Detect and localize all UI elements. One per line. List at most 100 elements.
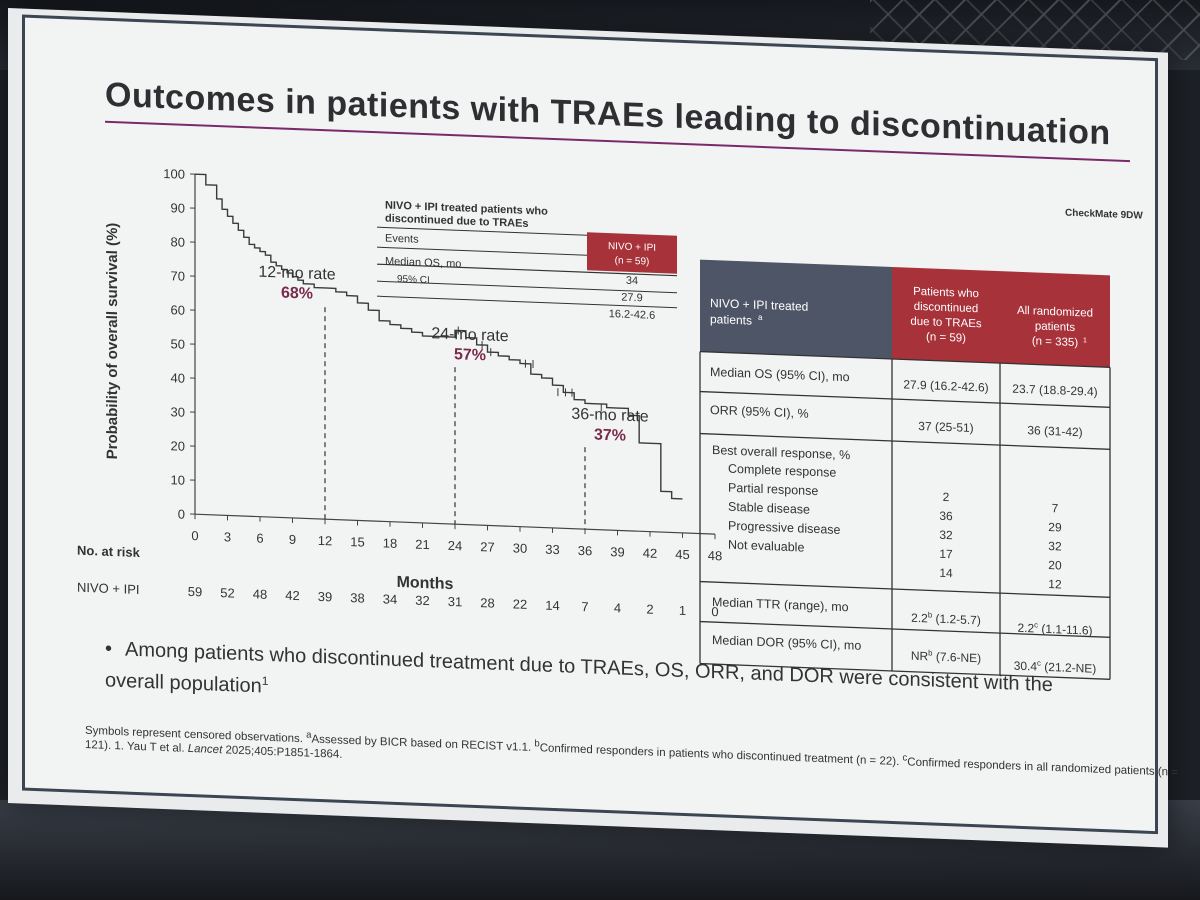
inset-row-label: Events (385, 232, 419, 245)
row-divider (700, 580, 1110, 598)
bullet-dot: • (105, 637, 113, 660)
main-cell: 27.9 (16.2-42.6) (903, 377, 988, 394)
at-risk-value: 52 (220, 585, 234, 601)
footnotes: Symbols represent censored observations.… (85, 720, 1185, 794)
main-row-sublabel: Complete response (728, 462, 836, 480)
y-tick-label: 0 (178, 507, 185, 522)
main-row-label: ORR (95% CI), % (710, 403, 809, 421)
at-risk-value: 59 (188, 584, 202, 600)
main-row-sublabel: Stable disease (728, 500, 810, 517)
inset-col-header-line1: NIVO + IPI (608, 241, 656, 254)
row-divider (700, 350, 1110, 368)
main-cell: 36 (939, 509, 953, 524)
at-risk-value: 7 (581, 599, 588, 614)
main-col1-header-bg (892, 266, 1000, 364)
at-risk-value: 31 (448, 594, 462, 610)
main-cell: 29 (1048, 520, 1062, 535)
km-rate-lines (324, 307, 586, 530)
main-corner-sup: a (758, 313, 763, 322)
x-tick-label: 48 (708, 548, 722, 564)
main-col2-header-sup: 1 (1083, 337, 1087, 344)
main-row-label: Median DOR (95% CI), mo (712, 633, 861, 653)
x-tick-label: 0 (191, 528, 198, 543)
at-risk-value: 2 (646, 602, 653, 617)
row-divider (700, 620, 1110, 638)
y-axis-label: Probability of overall survival (%) (104, 222, 121, 459)
at-risk-value: 22 (513, 596, 527, 612)
x-tick-label: 39 (610, 544, 624, 560)
at-risk-title: No. at risk (77, 543, 141, 560)
main-corner-line1: NIVO + IPI treated (710, 296, 808, 314)
x-tick-label: 27 (480, 539, 494, 555)
y-tick-label: 30 (171, 404, 185, 420)
x-tick-label: 9 (289, 532, 296, 547)
x-axis-label: Months (397, 574, 454, 593)
inset-col-header-line2: (n = 59) (615, 255, 650, 267)
main-cell: 17 (939, 547, 953, 562)
x-tick-label: 36 (578, 543, 592, 559)
footnote-journal: Lancet (187, 742, 223, 757)
row-divider (700, 432, 1110, 450)
main-cell: 2.2c (1.1-11.6) (1017, 620, 1092, 638)
main-cell: 32 (1048, 539, 1062, 554)
main-cell: 37 (25-51) (918, 419, 973, 435)
x-tick-label: 6 (256, 531, 263, 546)
main-cell: 2.2b (1.2-5.7) (911, 610, 981, 628)
inset-table: NIVO + IPI treated patients who disconti… (377, 199, 677, 322)
rate-label: 12-mo rate (258, 264, 335, 284)
inset-row-value: 16.2-42.6 (609, 308, 655, 322)
main-cell: 30.4c (21.2-NE) (1014, 658, 1097, 676)
main-col2-header-line: (n = 335) (1032, 335, 1079, 349)
main-cell: 12 (1048, 577, 1062, 592)
main-cell: 20 (1048, 558, 1062, 573)
main-row-label: Median TTR (range), mo (712, 595, 849, 614)
inset-row-value: 34 (626, 275, 638, 287)
y-tick-label: 20 (171, 438, 185, 454)
main-cell: 14 (939, 566, 953, 581)
y-tick-label: 70 (171, 268, 185, 284)
main-cell: 32 (939, 528, 953, 543)
rate-label: 36-mo rate (571, 406, 648, 426)
at-risk-value: 1 (679, 603, 686, 618)
at-risk-value: 39 (318, 589, 332, 605)
y-tick-label: 80 (171, 234, 185, 250)
main-col2-header-line: patients (1035, 320, 1076, 334)
main-col1-header-line: (n = 59) (926, 331, 966, 345)
main-col1-header-line: Patients who (913, 286, 979, 301)
x-tick-label: 12 (318, 533, 332, 549)
x-tick-label: 15 (350, 534, 364, 550)
at-risk-value: 32 (415, 593, 429, 609)
rate-value: 37% (594, 427, 626, 445)
main-corner-line2: patients (710, 312, 752, 328)
inset-row-label: 95% CI (397, 274, 430, 286)
at-risk-value: 4 (614, 600, 621, 615)
main-cell: 7 (1052, 501, 1059, 515)
at-risk-group: NIVO + IPI (77, 580, 139, 597)
at-risk-value: 14 (545, 598, 559, 614)
x-tick-label: 21 (415, 537, 429, 553)
rate-value: 57% (454, 346, 486, 364)
km-survival-curve (195, 173, 683, 500)
x-tick-label: 30 (513, 540, 527, 556)
main-table: NIVO + IPI treated patients a Patients w… (699, 259, 1111, 680)
key-takeaway-ref: 1 (261, 673, 269, 689)
rate-label: 24-mo rate (431, 325, 508, 345)
x-tick-label: 3 (224, 529, 231, 544)
row-divider (700, 662, 1110, 680)
at-risk-values: 59 52 48 42 39 38 34 32 31 28 22 14 7 4 2 1 0 (188, 584, 719, 619)
at-risk-value: 48 (253, 586, 267, 602)
main-cell: 23.7 (18.8-29.4) (1012, 382, 1097, 399)
row-divider (700, 390, 1110, 408)
x-tick-label: 45 (675, 547, 689, 563)
at-risk-value: 38 (350, 590, 364, 606)
y-tick-label: 10 (171, 472, 185, 488)
km-censor-marks (457, 326, 602, 412)
x-tick-label: 42 (643, 545, 657, 561)
x-tick-label: 18 (383, 535, 397, 551)
y-tick-label: 90 (171, 200, 185, 216)
slide: Outcomes in patients with TRAEs leading … (22, 14, 1178, 835)
at-risk-value: 0 (711, 604, 718, 619)
